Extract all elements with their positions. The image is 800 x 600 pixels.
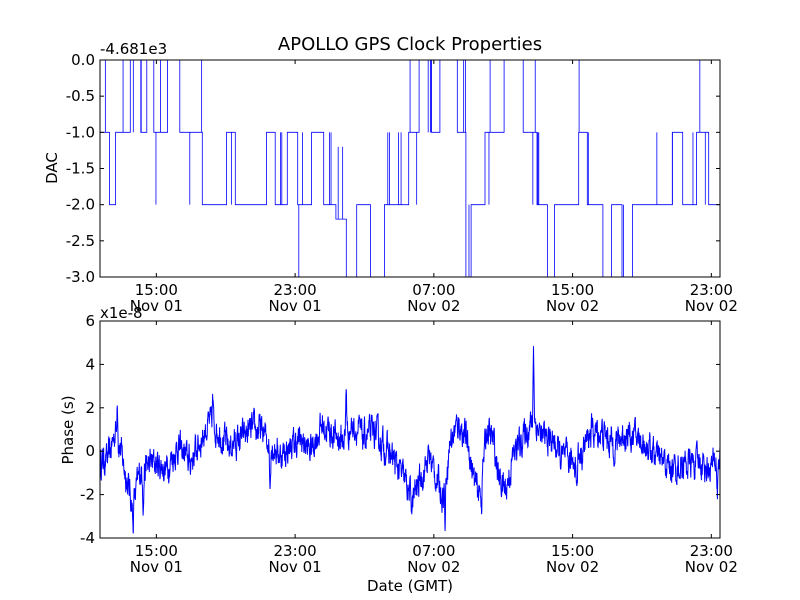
figure-title: APOLLO GPS Clock Properties — [278, 34, 542, 55]
y-tick-label: -1.0 — [66, 123, 95, 141]
x-tick-label-time: 23:00 — [273, 542, 316, 560]
dac-axes-frame — [99, 59, 721, 278]
phase-plot-area — [100, 346, 720, 534]
y-tick-label: -0.5 — [66, 87, 95, 105]
y-tick-label: -2 — [80, 486, 95, 504]
y-tick-label: 4 — [85, 355, 95, 373]
y-tick-label: -2.0 — [66, 196, 95, 214]
x-tick-label-date: Nov 02 — [685, 558, 738, 576]
x-tick-label-time: 23:00 — [690, 281, 733, 299]
phase-axis-title: Phase (s) — [59, 395, 77, 464]
dac-plot-area — [100, 60, 720, 277]
y-tick-label: -4 — [80, 529, 95, 547]
y-tick-label: -3.0 — [66, 268, 95, 286]
x-tick-label-time: 23:00 — [273, 281, 316, 299]
x-tick-label-date: Nov 02 — [407, 558, 460, 576]
x-tick-label-time: 23:00 — [690, 542, 733, 560]
y-tick-label: 2 — [85, 399, 95, 417]
x-tick-label-time: 15:00 — [135, 281, 178, 299]
x-tick-label-time: 07:00 — [412, 281, 455, 299]
y-tick-label: -1.5 — [66, 160, 95, 178]
y-tick-label: 0 — [85, 442, 95, 460]
x-tick-label-date: Nov 02 — [546, 297, 599, 315]
x-tick-label-date: Nov 01 — [130, 297, 183, 315]
x-tick-label-date: Nov 02 — [685, 297, 738, 315]
phase-axes-frame — [99, 320, 721, 539]
x-tick-label-date: Nov 01 — [269, 558, 322, 576]
y-tick-label: 6 — [85, 312, 95, 330]
y-tick-label: -2.5 — [66, 232, 95, 250]
x-axis-title: Date (GMT) — [367, 577, 453, 595]
phase-series-line — [100, 346, 720, 534]
x-tick-label-date: Nov 01 — [130, 558, 183, 576]
dac-offset-label: -4.681e3 — [100, 40, 167, 58]
x-tick-label-date: Nov 02 — [546, 558, 599, 576]
x-tick-label-time: 07:00 — [412, 542, 455, 560]
x-tick-label-date: Nov 02 — [407, 297, 460, 315]
dac-series-line — [100, 60, 720, 277]
x-tick-label-time: 15:00 — [135, 542, 178, 560]
phase-offset-label: x1e-8 — [100, 304, 143, 322]
dac-axis-title: DAC — [43, 152, 61, 184]
dac-panel: -4.681e3 DAC 0.0 -0.5 -1.0 -1.5 -2.0 -2.5 -3.0… — [43, 40, 738, 315]
x-tick-label-time: 15:00 — [551, 281, 594, 299]
x-tick-label-time: 15:00 — [551, 542, 594, 560]
x-tick-label-date: Nov 01 — [269, 297, 322, 315]
y-tick-label: 0.0 — [71, 51, 95, 69]
